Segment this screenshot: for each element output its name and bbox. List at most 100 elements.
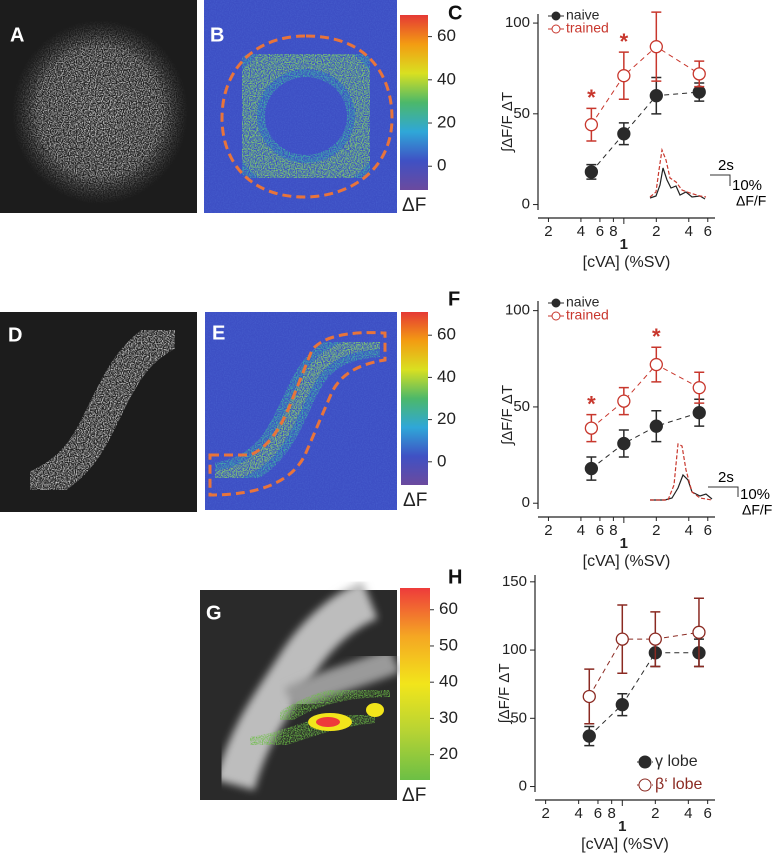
inset-amplitude-scale: 10% (740, 486, 770, 503)
series-line (590, 91, 700, 173)
colorbar-label: ΔF (402, 785, 426, 806)
legend-marker (551, 11, 561, 21)
x-tick-label: 2 (544, 522, 552, 539)
colorbar-tick-label: 40 (437, 69, 456, 88)
inset-unit: ΔF/F (736, 193, 766, 209)
data-point (692, 406, 706, 420)
image-e (205, 312, 397, 510)
x-tick-label: 6 (596, 223, 604, 240)
x-tick-label: 4 (685, 522, 693, 539)
colorbar-tick-label: 60 (439, 599, 458, 618)
panel-label: H (448, 566, 462, 588)
significance-label: * (587, 85, 596, 110)
y-axis-label: ∫ΔF/F ΔT (499, 385, 516, 446)
legend-marker (551, 24, 561, 34)
significance-label: * (620, 29, 629, 54)
y-axis-label: ∫ΔF/F ΔT (499, 92, 516, 153)
x-tick-label: 2 (652, 223, 660, 240)
data-point (649, 40, 663, 54)
x-tick-label: 4 (577, 223, 585, 240)
image-g (200, 581, 401, 800)
data-point (649, 89, 663, 103)
colorbar-tick-label: 30 (439, 708, 458, 727)
data-point (617, 127, 631, 141)
legend-label: γ lobe (655, 753, 698, 770)
colorbar-label: ΔF (402, 195, 426, 216)
x-tick-label: 2 (544, 223, 552, 240)
series-line (591, 363, 700, 429)
legend-label: trained (566, 20, 609, 36)
x-axis-label: [cVA] (%SV) (581, 836, 669, 853)
x-tick-label: 2 (541, 805, 549, 822)
x-tick-label: 4 (684, 805, 692, 822)
y-tick-label: 50 (510, 709, 527, 726)
panel-label: B (210, 24, 224, 46)
significance-label: * (587, 391, 596, 416)
colorbar-tick-label: 0 (437, 156, 446, 175)
legend-label: naive (566, 7, 600, 23)
data-point (617, 69, 631, 83)
data-point (692, 85, 706, 99)
y-axis-label: ∫ΔF/F ΔT (496, 664, 513, 725)
colorbar-tick-label: 50 (439, 635, 458, 654)
inset-f (650, 443, 739, 501)
data-point (617, 436, 631, 451)
x-tick-label: 6 (704, 223, 712, 240)
x-tick-label: 2 (652, 522, 660, 539)
y-tick-label: 0 (522, 196, 530, 213)
x-tick-label: 1 (620, 535, 628, 552)
colorbar-tick-label: 40 (437, 367, 456, 386)
series-line (588, 652, 699, 737)
data-point (582, 689, 596, 704)
x-tick-label: 6 (596, 522, 604, 539)
x-tick-label: 4 (577, 522, 585, 539)
data-point (692, 381, 706, 395)
x-tick-label: 1 (620, 236, 628, 253)
data-point (584, 421, 599, 435)
inset-time-scale: 2s (718, 469, 734, 486)
data-point (584, 118, 599, 132)
legend-label: naive (566, 294, 600, 310)
colorbar-tick-label: 20 (439, 744, 458, 763)
y-tick-label: 100 (505, 14, 530, 31)
data-point (649, 357, 663, 372)
y-tick-label: 50 (513, 398, 530, 415)
data-point (582, 729, 596, 743)
panel-label: A (10, 24, 24, 46)
significance-label: * (652, 324, 661, 349)
series-line (590, 46, 700, 125)
x-tick-label: 6 (703, 805, 711, 822)
panel-label: C (448, 2, 462, 24)
y-tick-label: 0 (519, 778, 527, 795)
data-point (615, 632, 629, 646)
legend-label: β‘ lobe (655, 776, 703, 793)
legend-marker (638, 755, 652, 769)
colorbar (401, 312, 428, 485)
y-tick-label: 0 (522, 494, 530, 511)
y-tick-label: 150 (502, 573, 527, 590)
data-point (648, 632, 662, 646)
colorbar-tick-label: 20 (437, 113, 456, 132)
inset-unit: ΔF/F (742, 502, 772, 518)
colorbar-tick-label: 40 (439, 672, 458, 691)
panel-label: D (8, 324, 22, 346)
x-tick-label: 4 (685, 223, 693, 240)
colorbar-tick-label: 60 (437, 26, 456, 45)
colorbar-label: ΔF (403, 490, 427, 511)
legend-marker (551, 298, 561, 308)
data-point (617, 394, 631, 408)
colorbar (400, 15, 428, 190)
y-tick-label: 100 (502, 641, 527, 658)
colorbar-tick-label: 20 (437, 409, 456, 428)
colorbar-tick-label: 0 (437, 451, 446, 470)
legend-marker (551, 311, 561, 321)
x-tick-label: 6 (594, 805, 602, 822)
x-tick-label: 8 (609, 223, 617, 240)
image-b (204, 0, 397, 213)
series-line (588, 631, 700, 697)
y-tick-label: 100 (505, 302, 530, 319)
panel-label: E (212, 322, 225, 344)
image-d (0, 312, 197, 512)
x-tick-label: 2 (651, 805, 659, 822)
panel-label: F (448, 288, 460, 310)
